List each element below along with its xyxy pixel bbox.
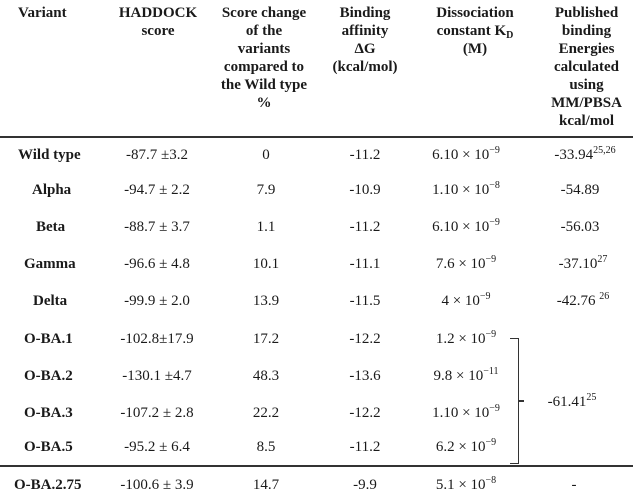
haddock-cell: -94.7 ± 2.2: [124, 181, 190, 199]
haddock-cell: -95.2 ± 6.4: [124, 438, 190, 456]
haddock-cell: -107.2 ± 2.8: [120, 404, 193, 422]
variant-cell: Gamma: [24, 255, 76, 273]
haddock-cell: -99.9 ± 2.0: [124, 292, 190, 310]
kd-cell: 7.6 × 10−9: [436, 255, 496, 273]
variant-cell: O-BA.3: [24, 404, 73, 422]
kd-cell: 5.1 × 10−8: [436, 476, 496, 494]
published-cell: -37.1027: [559, 255, 608, 273]
dg-cell: -11.1: [350, 255, 381, 273]
dg-cell: -12.2: [349, 330, 380, 348]
kd-cell: 4 × 10−9: [441, 292, 490, 310]
header-binding-affinity: Binding affinity ΔG (kcal/mol): [322, 4, 408, 76]
kd-cell: 6.2 × 10−9: [436, 438, 496, 456]
kd-cell: 1.2 × 10−9: [436, 330, 496, 348]
change-cell: 22.2: [253, 404, 279, 422]
variant-cell: Alpha: [32, 181, 71, 199]
variant-cell: O-BA.5: [24, 438, 73, 456]
haddock-cell: -87.7 ±3.2: [126, 146, 188, 164]
dg-cell: -11.2: [350, 218, 381, 236]
change-cell: 8.5: [257, 438, 276, 456]
variant-cell: Beta: [36, 218, 65, 236]
dg-cell: -10.9: [349, 181, 380, 199]
haddock-cell: -88.7 ± 3.7: [124, 218, 190, 236]
change-cell: 48.3: [253, 367, 279, 385]
header-rule: [0, 136, 633, 138]
variant-cell: O-BA.2.75: [14, 476, 82, 494]
section-rule: [0, 465, 633, 467]
kd-cell: 6.10 × 10−9: [432, 218, 500, 236]
header-published-energies: Published binding Energies calculated usin…: [540, 4, 633, 130]
variant-cell: Delta: [33, 292, 67, 310]
published-cell: -: [572, 476, 577, 494]
published-cell: -42.76 26: [557, 292, 610, 310]
variant-cell: O-BA.2: [24, 367, 73, 385]
haddock-cell: -96.6 ± 4.8: [124, 255, 190, 273]
published-cell: -33.9425,26: [554, 146, 615, 164]
published-cell: -56.03: [561, 218, 600, 236]
haddock-cell: -102.8±17.9: [120, 330, 193, 348]
published-cell: -54.89: [561, 181, 600, 199]
header-variant: Variant: [18, 4, 108, 22]
header-haddock-score: HADDOCK score: [110, 4, 206, 40]
kd-cell: 1.10 × 10−8: [432, 181, 500, 199]
dg-cell: -11.5: [350, 292, 381, 310]
change-cell: 1.1: [257, 218, 276, 236]
kd-cell: 1.10 × 10−9: [432, 404, 500, 422]
dg-cell: -13.6: [349, 367, 380, 385]
dg-cell: -11.2: [350, 146, 381, 164]
change-cell: 17.2: [253, 330, 279, 348]
haddock-cell: -130.1 ±4.7: [122, 367, 191, 385]
change-cell: 14.7: [253, 476, 279, 494]
change-cell: 7.9: [257, 181, 276, 199]
dg-cell: -12.2: [349, 404, 380, 422]
variant-cell: O-BA.1: [24, 330, 73, 348]
dg-cell: -11.2: [350, 438, 381, 456]
omicron-group-published-cell: -61.4125: [548, 393, 597, 411]
change-cell: 0: [262, 146, 270, 164]
kd-cell: 6.10 × 10−9: [432, 146, 500, 164]
variant-cell: Wild type: [18, 146, 81, 164]
change-cell: 13.9: [253, 292, 279, 310]
header-score-change: Score change of the variants compared to t…: [208, 4, 320, 112]
dg-cell: -9.9: [353, 476, 377, 494]
kd-cell: 9.8 × 10−11: [434, 367, 499, 385]
haddock-cell: -100.6 ± 3.9: [120, 476, 193, 494]
omicron-group-bracket-tick: [518, 400, 524, 402]
header-dissociation-constant: Dissociation constant KD (M): [412, 4, 538, 58]
change-cell: 10.1: [253, 255, 279, 273]
